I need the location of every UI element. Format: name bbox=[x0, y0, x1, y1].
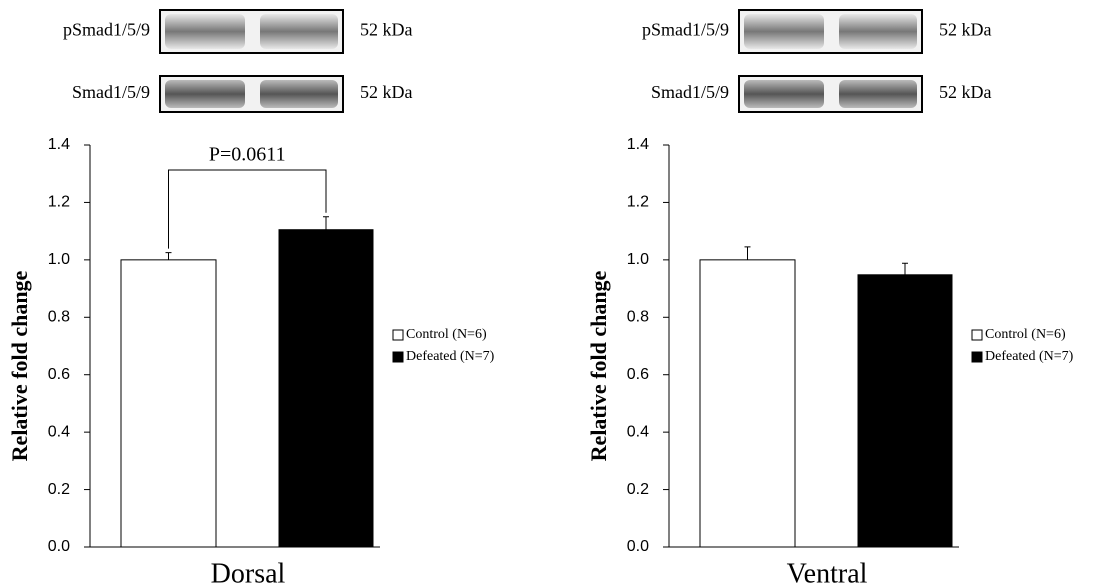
blot-size: 52 kDa bbox=[360, 82, 413, 102]
y-tick-label: 0.4 bbox=[48, 423, 70, 440]
blot-band bbox=[744, 80, 824, 108]
y-axis-label: Relative fold change bbox=[7, 270, 32, 461]
y-tick-label: 1.4 bbox=[627, 136, 649, 153]
legend-swatch bbox=[972, 352, 982, 362]
blot-band bbox=[839, 80, 917, 108]
y-tick-label: 0.8 bbox=[48, 309, 70, 326]
x-axis-label: Ventral bbox=[787, 558, 868, 588]
blot-label: pSmad1/5/9 bbox=[642, 20, 729, 40]
y-tick-label: 0.0 bbox=[48, 538, 70, 555]
y-tick-label: 0.2 bbox=[48, 481, 70, 498]
blot-band bbox=[165, 14, 245, 49]
figure: pSmad1/5/9 52 kDa Smad1/5/9 52 kDa 0.0 0.2 0.4… bbox=[0, 0, 1108, 588]
blot-label: Smad1/5/9 bbox=[651, 82, 729, 102]
y-tick-label: 0.8 bbox=[627, 309, 649, 326]
legend-label: Defeated (N=7) bbox=[985, 349, 1074, 364]
error-bar bbox=[166, 253, 172, 260]
error-bar bbox=[323, 217, 329, 230]
legend-label: Control (N=6) bbox=[985, 327, 1066, 342]
blot-band bbox=[744, 14, 824, 49]
blot-label: Smad1/5/9 bbox=[72, 82, 150, 102]
blot-band bbox=[260, 14, 338, 49]
blot-band bbox=[839, 14, 917, 49]
blot-size: 52 kDa bbox=[360, 20, 413, 40]
error-bar bbox=[902, 263, 908, 274]
y-tick-label: 0.6 bbox=[48, 366, 70, 383]
legend-swatch bbox=[972, 330, 982, 340]
legend-label: Control (N=6) bbox=[406, 327, 487, 342]
y-tick-label: 0.4 bbox=[627, 423, 649, 440]
y-tick-label: 1.2 bbox=[48, 194, 70, 211]
legend-swatch bbox=[393, 330, 403, 340]
bar bbox=[700, 260, 795, 547]
blot-size: 52 kDa bbox=[939, 82, 992, 102]
y-tick-label: 1.0 bbox=[48, 251, 70, 268]
y-tick-label: 1.4 bbox=[48, 136, 70, 153]
y-tick-label: 1.2 bbox=[627, 194, 649, 211]
blot-size: 52 kDa bbox=[939, 20, 992, 40]
annotation: P=0.0611 bbox=[209, 144, 286, 166]
y-tick-label: 0.6 bbox=[627, 366, 649, 383]
y-tick-label: 1.0 bbox=[627, 251, 649, 268]
y-axis-label: Relative fold change bbox=[586, 270, 611, 461]
blot-band bbox=[165, 80, 245, 108]
legend-label: Defeated (N=7) bbox=[406, 349, 495, 364]
y-tick-label: 0.0 bbox=[627, 538, 649, 555]
blot-label: pSmad1/5/9 bbox=[63, 20, 150, 40]
y-tick-label: 0.2 bbox=[627, 481, 649, 498]
blot-band bbox=[260, 80, 338, 108]
legend-swatch bbox=[393, 352, 403, 362]
bar bbox=[858, 275, 952, 547]
bar bbox=[279, 230, 373, 547]
error-bar bbox=[745, 247, 751, 260]
bar bbox=[121, 260, 216, 547]
x-axis-label: Dorsal bbox=[211, 558, 286, 588]
